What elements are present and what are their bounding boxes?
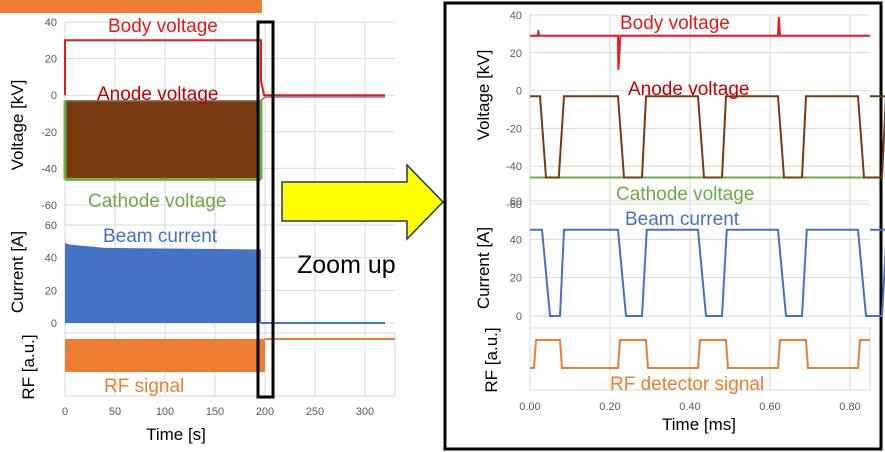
left-ytick-label: 60 <box>45 220 57 232</box>
left-rf-signal-label: RF signal <box>104 376 184 397</box>
right-xtick-label: 0.40 <box>679 401 700 413</box>
left-ytick-label: 0 <box>51 90 57 102</box>
right-current-ylabel: Current [A] <box>474 227 493 309</box>
right-rf-detector-label: RF detector signal <box>610 374 764 395</box>
zoom-selection-box <box>256 20 275 399</box>
left-xtick-label: 0 <box>62 406 68 418</box>
left-body-voltage-label: Body voltage <box>108 16 218 37</box>
left-current-ylabel: Current [A] <box>8 231 27 313</box>
right-cathode-voltage-label: Cathode voltage <box>616 184 754 205</box>
right-beam-current-line <box>530 228 885 317</box>
left-rf-ylabel: RF [a.u.] <box>19 334 38 399</box>
left-xtick-label: 150 <box>206 406 224 418</box>
right-ytick-label: 20 <box>510 48 522 60</box>
right-beam-current-label: Beam current <box>625 209 740 230</box>
right-voltage-ylabel: Voltage [kV] <box>474 50 493 141</box>
right-rf-detector-line <box>530 339 870 369</box>
right-xtick-label: 0.80 <box>839 401 860 413</box>
right-xlabel: Time [ms] <box>662 415 736 434</box>
left-rf-signal-band <box>65 339 265 372</box>
right-ytick-label: -60 <box>506 199 522 211</box>
left-series <box>63 39 395 372</box>
left-ytick-label: 20 <box>45 285 57 297</box>
right-gridlines <box>529 14 871 391</box>
right-ytick-label: 0 <box>516 311 522 323</box>
right-body-voltage-label: Body voltage <box>620 13 730 34</box>
left-anode-voltage-label: Anode voltage <box>97 84 219 105</box>
right-anode-voltage-line <box>530 95 885 179</box>
left-xtick-label: 300 <box>356 406 374 418</box>
right-body-voltage-line <box>530 16 870 70</box>
right-ytick-label: -20 <box>506 123 522 135</box>
right-ytick-label: 20 <box>510 273 522 285</box>
zoom-frame <box>443 1 883 451</box>
right-ytick-label: -40 <box>506 161 522 173</box>
left-xtick-label: 100 <box>156 406 174 418</box>
right-series <box>530 16 885 369</box>
right-ytick-label: 60 <box>510 196 522 208</box>
left-beam-current-label: Beam current <box>103 226 218 247</box>
left-beam-current-band <box>65 242 261 323</box>
left-xtick-label: 250 <box>306 406 324 418</box>
right-xtick-label: 0.60 <box>759 401 780 413</box>
right-ytick-label: 40 <box>510 10 522 22</box>
left-ytick-label: 40 <box>45 17 57 29</box>
left-xlabel: Time [s] <box>146 425 206 444</box>
header-tab <box>0 0 262 13</box>
left-body-voltage-line <box>64 39 385 97</box>
left-anode-voltage-line <box>65 96 385 102</box>
left-ytick-label: 20 <box>45 54 57 66</box>
left-anode-voltage-band <box>65 100 261 180</box>
left-ytick-label: 40 <box>45 253 57 265</box>
left-ytick-label: -20 <box>41 127 57 139</box>
left-voltage-ylabel: Voltage [kV] <box>8 80 27 171</box>
zoom-up-label: Zoom up <box>297 251 396 279</box>
left-xtick-label: 50 <box>109 406 121 418</box>
right-ytick-label: 40 <box>510 234 522 246</box>
right-ytick-label: 0 <box>516 86 522 98</box>
zoom-arrow <box>281 163 445 241</box>
right-xtick-label: 0.00 <box>519 401 540 413</box>
right-anode-voltage-label: Anode voltage <box>628 79 750 100</box>
right-rf-ylabel: RF [a.u.] <box>482 327 501 392</box>
left-ytick-label: 0 <box>51 318 57 330</box>
left-xtick-label: 200 <box>256 406 274 418</box>
left-ytick-label: -60 <box>41 200 57 212</box>
right-xtick-label: 0.20 <box>599 401 620 413</box>
left-ytick-label: -40 <box>41 163 57 175</box>
left-cathode-voltage-label: Cathode voltage <box>88 191 226 212</box>
